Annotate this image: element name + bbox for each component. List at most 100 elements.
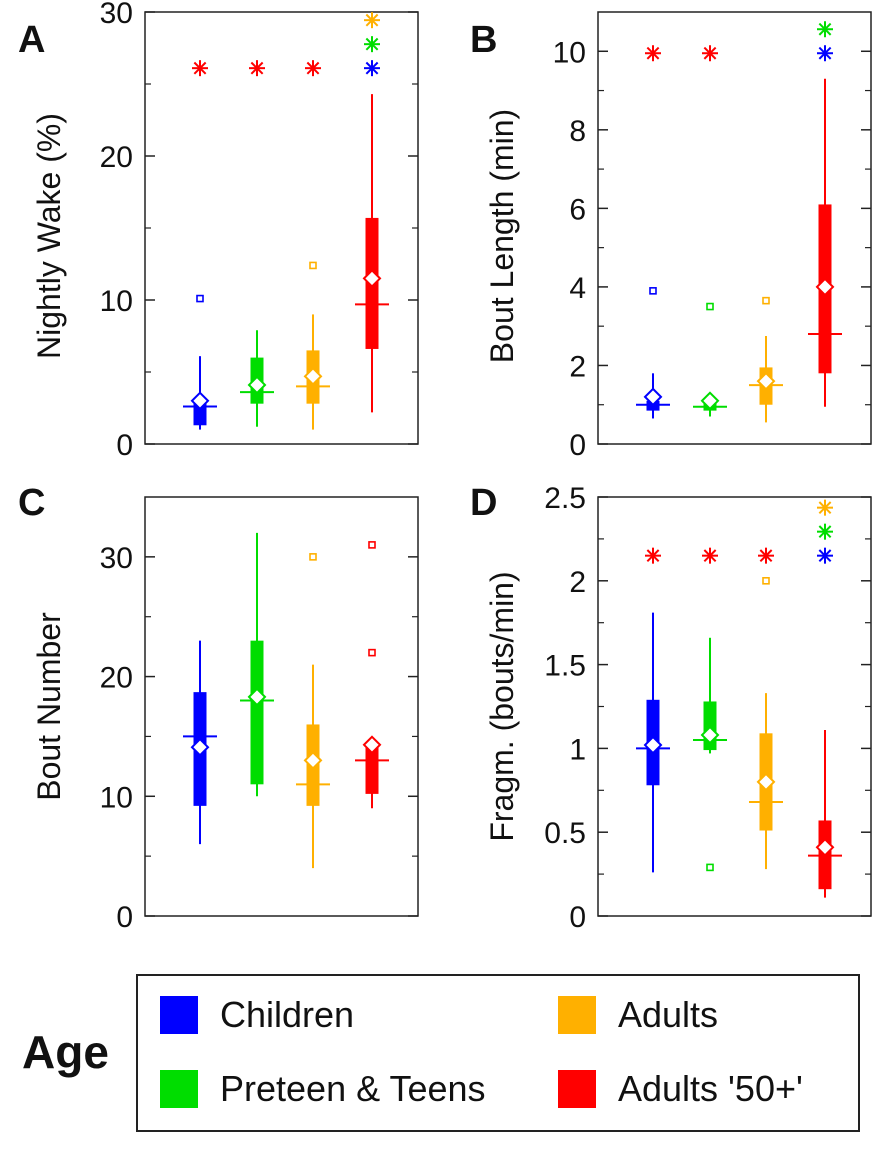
mean-marker [247, 375, 267, 395]
panel-c: C 0 10 20 30 Bout Number [18, 482, 419, 934]
outlier-point [649, 287, 657, 295]
panel-d: D 0 0.5 1 1.5 2 2.5 Fragm. (bouts/min) [470, 482, 872, 934]
legend-entry-adults: Adults [558, 994, 718, 1036]
mean-marker [190, 737, 210, 757]
box-children [183, 60, 217, 430]
mean-marker [303, 750, 323, 770]
box-preteen-teens [240, 532, 274, 797]
iqr-box [365, 742, 379, 794]
outlier-point [706, 863, 714, 872]
legend-label-adults: Adults [618, 994, 719, 1035]
outlier-point [762, 576, 770, 585]
y-tick-label: 2.5 [544, 482, 586, 515]
mean-marker [700, 725, 720, 745]
significance-star [817, 45, 833, 62]
y-tick-label: 2 [569, 350, 586, 383]
y-tick-label: 0 [569, 901, 586, 934]
y-tick-label: 1.5 [544, 650, 586, 683]
panel-letter: C [18, 482, 45, 524]
significance-star [817, 523, 833, 540]
legend-box [136, 974, 860, 1132]
panel-letter: A [18, 19, 45, 61]
legend-title: Age [22, 1026, 109, 1078]
mean-marker [303, 366, 323, 386]
y-axis-label: Bout Number [31, 612, 67, 801]
iqr-box [250, 640, 264, 785]
significance-star [645, 45, 661, 62]
legend-label-children: Children [220, 994, 355, 1035]
y-tick-label: 20 [100, 662, 133, 695]
box-preteen-teens [693, 547, 727, 872]
outlier-point [762, 296, 770, 305]
legend-label-preteen-teens: Preteen & Teens [220, 1068, 486, 1109]
panel-letter: D [470, 482, 497, 524]
box-adults-50plus [808, 499, 842, 898]
mean-marker [700, 391, 720, 411]
box-children [183, 640, 217, 845]
outlier-point [309, 553, 317, 561]
y-tick-label: 0 [569, 429, 586, 462]
y-axis-label: Fragm. (bouts/min) [484, 571, 520, 841]
y-axis-label: Nightly Wake (%) [31, 113, 67, 359]
box-adults-50plus [808, 21, 842, 407]
mean-marker [815, 837, 835, 857]
legend-swatch-adults [558, 996, 596, 1034]
outlier-point [196, 294, 204, 303]
box-preteen-teens [240, 60, 274, 427]
y-tick-label: 10 [100, 781, 133, 814]
legend-label-adults-50plus: Adults '50+' [618, 1068, 803, 1109]
significance-star [817, 499, 833, 516]
significance-star [702, 45, 718, 62]
significance-star [249, 60, 265, 77]
y-tick-label: 10 [100, 285, 133, 318]
legend-entry-preteen-teens: Preteen & Teens [160, 1068, 486, 1110]
box-preteen-teens [693, 45, 727, 417]
plot-frame [597, 11, 872, 445]
significance-star [645, 547, 661, 564]
mean-marker [247, 687, 267, 707]
outlier-point [368, 541, 376, 549]
box-adults [296, 553, 330, 869]
legend-entry-adults-50plus: Adults '50+' [558, 1068, 803, 1110]
y-tick-label: 10 [553, 36, 586, 69]
outlier-point [368, 648, 376, 657]
legend-entry-children: Children [160, 994, 354, 1036]
significance-star [364, 60, 380, 77]
y-tick-label: 8 [569, 115, 586, 148]
y-tick-label: 4 [569, 272, 586, 305]
box-adults [296, 60, 330, 430]
y-tick-label: 0 [116, 901, 133, 934]
y-tick-label: 2 [569, 566, 586, 599]
mean-marker [362, 735, 382, 755]
legend-swatch-children [160, 996, 198, 1034]
outlier-point [706, 302, 714, 311]
mean-marker [643, 387, 663, 407]
significance-star [817, 547, 833, 564]
y-tick-label: 30 [100, 0, 133, 30]
mean-marker [815, 277, 835, 297]
box-adults-50plus [355, 541, 389, 809]
mean-marker [190, 391, 210, 411]
significance-star [364, 12, 380, 29]
significance-star [817, 21, 833, 38]
y-tick-label: 20 [100, 141, 133, 174]
significance-star [758, 547, 774, 564]
box-children [636, 45, 670, 419]
mean-marker [756, 772, 776, 792]
mean-marker [362, 268, 382, 288]
legend-swatch-adults-50plus [558, 1070, 596, 1108]
significance-star [192, 60, 208, 77]
panel-b: B 0 2 4 6 8 10 Bout Length (min) [470, 11, 872, 462]
y-tick-label: 1 [569, 733, 586, 766]
y-tick-label: 30 [100, 542, 133, 575]
box-adults-50plus [355, 12, 389, 413]
y-axis-label: Bout Length (min) [484, 109, 520, 363]
y-tick-label: 0 [116, 429, 133, 462]
panel-letter: B [470, 19, 497, 61]
legend-swatch-preteen-teens [160, 1070, 198, 1108]
mean-marker [756, 371, 776, 391]
significance-star [364, 36, 380, 53]
mean-marker [643, 735, 663, 755]
outlier-point [309, 261, 317, 270]
